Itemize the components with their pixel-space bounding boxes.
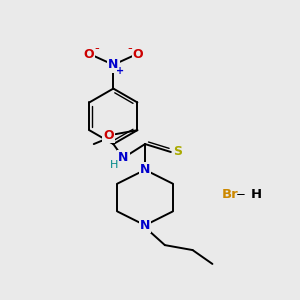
Text: -: - [128,42,133,56]
Text: S: S [173,146,182,158]
Text: -: - [94,42,99,56]
Text: O: O [83,48,94,62]
Text: N: N [140,163,150,176]
Text: H: H [110,160,118,170]
Text: N: N [118,152,128,164]
Text: O: O [103,129,114,142]
Text: N: N [108,58,118,71]
Text: +: + [116,66,124,76]
Text: O: O [133,48,143,62]
Text: H: H [251,188,262,201]
Text: N: N [140,219,150,232]
Text: Br: Br [221,188,238,201]
Text: −: − [236,188,246,201]
